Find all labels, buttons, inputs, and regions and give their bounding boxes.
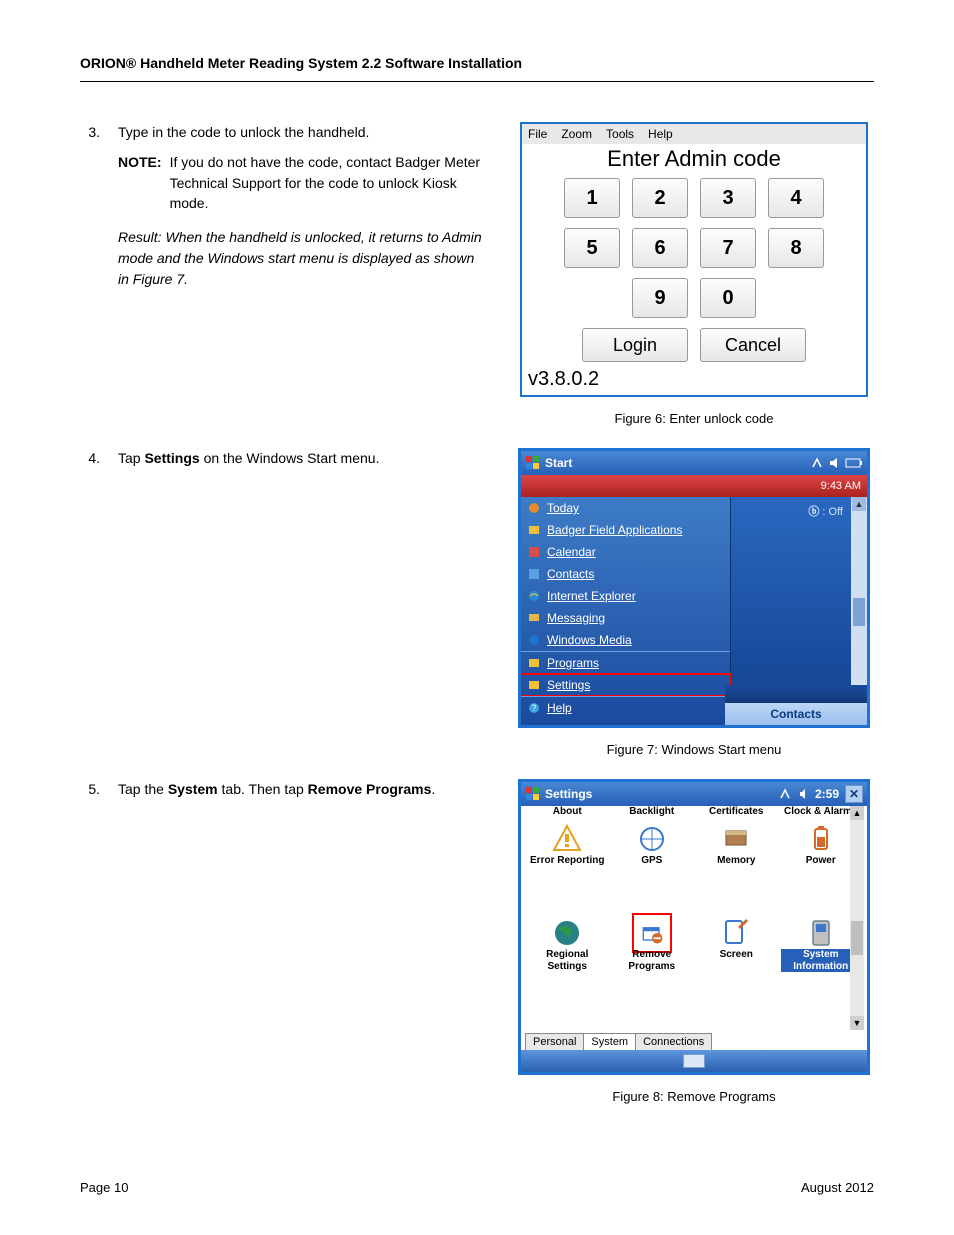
menu-tools[interactable]: Tools (606, 127, 634, 141)
bluetooth-status: ⓑ : Off (808, 503, 843, 519)
page-date: August 2012 (801, 1180, 874, 1195)
item-remove-programs[interactable]: Remove Programs (612, 917, 693, 1019)
login-button[interactable]: Login (582, 328, 688, 362)
menu-help[interactable]: Help (648, 127, 673, 141)
step-5-num: 5. (80, 779, 100, 799)
scroll-thumb[interactable] (853, 598, 865, 626)
item-system-info[interactable]: System Information (781, 917, 862, 1019)
figure-7: Start 9:43 AM Today Badger Field (518, 448, 870, 728)
key-9[interactable]: 9 (632, 278, 688, 318)
settings-tabs: Personal System Connections (525, 1033, 711, 1050)
step-4: 4. Tap Settings on the Windows Start men… (80, 448, 484, 468)
step-3: 3. Type in the code to unlock the handhe… (80, 122, 484, 142)
figure-8-caption: Figure 8: Remove Programs (612, 1089, 775, 1104)
step-3-num: 3. (80, 122, 100, 142)
page-header: ORION® Handheld Meter Reading System 2.2… (80, 55, 874, 82)
page-footer: Page 10 August 2012 (80, 1180, 874, 1195)
start-label[interactable]: Start (545, 456, 572, 470)
item-regional[interactable]: Regional Settings (527, 917, 608, 1019)
label-backlight[interactable]: Backlight (612, 806, 693, 817)
windows-flag-icon (525, 786, 541, 802)
step-3-result: Result: When the handheld is unlocked, i… (118, 227, 484, 290)
scroll-up-icon[interactable]: ▲ (850, 806, 864, 820)
scroll-thumb[interactable] (851, 921, 863, 955)
label-about[interactable]: About (527, 806, 608, 817)
fig7-quicklaunch: 9:43 AM (521, 475, 867, 497)
fig7-scrollbar[interactable]: ▲ ▼ (851, 497, 867, 703)
scroll-up-icon[interactable]: ▲ (852, 497, 866, 511)
start-menu-list: Today Badger Field Applications Calendar… (521, 497, 731, 725)
menu-help[interactable]: ?Help (521, 697, 730, 719)
key-1[interactable]: 1 (564, 178, 620, 218)
battery-icon (845, 457, 863, 469)
item-memory[interactable]: Memory (696, 823, 777, 913)
key-0[interactable]: 0 (700, 278, 756, 318)
connection-icon (779, 788, 793, 800)
fig6-version: v3.8.0.2 (522, 368, 866, 395)
menu-ie[interactable]: Internet Explorer (521, 585, 730, 607)
figure-6-caption: Figure 6: Enter unlock code (615, 411, 774, 426)
figure-7-caption: Figure 7: Windows Start menu (607, 742, 782, 757)
step-3-text: Type in the code to unlock the handheld. (118, 122, 369, 142)
key-3[interactable]: 3 (700, 178, 756, 218)
key-2[interactable]: 2 (632, 178, 688, 218)
fig8-softkey-bar (521, 1050, 867, 1072)
tab-connections[interactable]: Connections (635, 1033, 712, 1050)
fig7-time: 9:43 AM (821, 480, 861, 492)
item-error-reporting[interactable]: Error Reporting (527, 823, 608, 913)
label-clock[interactable]: Clock & Alarms (781, 806, 862, 817)
page-number: Page 10 (80, 1180, 128, 1195)
figure-8: Settings 2:59 ✕ About Backlight Certific… (518, 779, 870, 1075)
fig8-scrollbar[interactable]: ▲ ▼ (850, 806, 864, 1030)
item-gps[interactable]: GPS (612, 823, 693, 913)
menu-today[interactable]: Today (521, 497, 730, 519)
menu-calendar[interactable]: Calendar (521, 541, 730, 563)
tab-personal[interactable]: Personal (525, 1033, 584, 1050)
tab-system[interactable]: System (583, 1033, 636, 1050)
speaker-icon (829, 457, 841, 469)
note-text: If you do not have the code, contact Bad… (170, 152, 484, 213)
item-screen[interactable]: Screen (696, 917, 777, 1019)
key-5[interactable]: 5 (564, 228, 620, 268)
menu-settings[interactable]: Settings (521, 674, 730, 696)
fig8-time: 2:59 (815, 787, 839, 801)
softkey-contacts[interactable]: Contacts (725, 703, 867, 725)
step-5-text: Tap the System tab. Then tap Remove Prog… (118, 779, 435, 799)
speaker-icon (799, 788, 809, 800)
menu-zoom[interactable]: Zoom (561, 127, 592, 141)
connection-icon (811, 457, 825, 469)
menu-messaging[interactable]: Messaging (521, 607, 730, 629)
menu-badger[interactable]: Badger Field Applications (521, 519, 730, 541)
scroll-down-icon[interactable]: ▼ (850, 1016, 864, 1030)
label-certificates[interactable]: Certificates (696, 806, 777, 817)
menu-wmedia[interactable]: Windows Media (521, 629, 730, 651)
key-6[interactable]: 6 (632, 228, 688, 268)
menu-programs[interactable]: Programs (521, 652, 730, 674)
settings-grid: Error Reporting GPS Memory Power Regiona… (521, 817, 867, 1023)
fig6-title: Enter Admin code (522, 144, 866, 178)
step-5: 5. Tap the System tab. Then tap Remove P… (80, 779, 484, 799)
fig7-status-icons (811, 457, 863, 469)
fig7-side: ⓑ : Off ▲ ▼ Contacts (731, 497, 867, 725)
note-label: NOTE: (118, 152, 162, 213)
keyboard-icon[interactable] (683, 1054, 705, 1068)
menu-file[interactable]: File (528, 127, 547, 141)
key-7[interactable]: 7 (700, 228, 756, 268)
close-button[interactable]: ✕ (845, 785, 863, 803)
step-3-note: NOTE: If you do not have the code, conta… (118, 152, 484, 213)
fig6-menubar: File Zoom Tools Help (522, 124, 866, 144)
fig7-titlebar: Start (521, 451, 867, 475)
cancel-button[interactable]: Cancel (700, 328, 806, 362)
item-power[interactable]: Power (781, 823, 862, 913)
fig8-titlebar: Settings 2:59 ✕ (521, 782, 867, 806)
key-8[interactable]: 8 (768, 228, 824, 268)
step-4-text: Tap Settings on the Windows Start menu. (118, 448, 379, 468)
figure-6: File Zoom Tools Help Enter Admin code 1 … (520, 122, 868, 397)
settings-title: Settings (545, 787, 592, 801)
step-4-num: 4. (80, 448, 100, 468)
windows-flag-icon (525, 455, 541, 471)
svg-text:?: ? (531, 703, 536, 713)
key-4[interactable]: 4 (768, 178, 824, 218)
menu-contacts[interactable]: Contacts (521, 563, 730, 585)
